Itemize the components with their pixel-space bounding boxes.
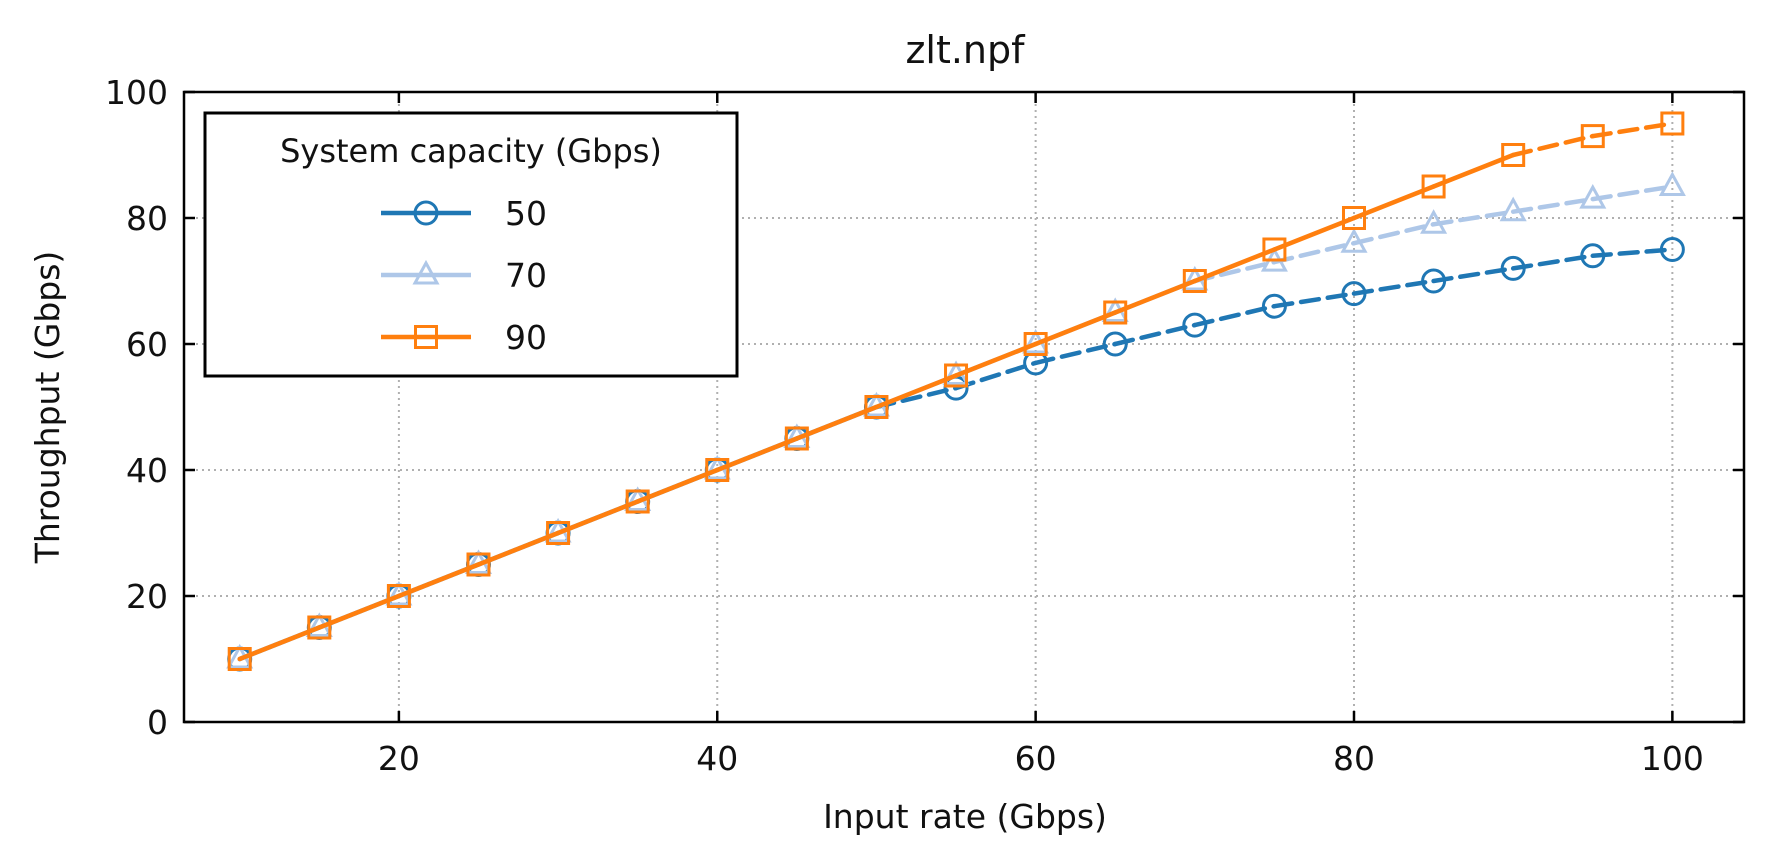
legend-items: 50 70 90 — [381, 194, 547, 357]
data-point — [412, 259, 440, 285]
data-point — [864, 395, 889, 419]
data-point — [1261, 293, 1287, 319]
y-axis-label: Throughput (Gbps) — [28, 251, 67, 565]
series-line-dashed — [1590, 247, 1675, 259]
series-line — [237, 625, 322, 662]
data-point — [705, 458, 730, 482]
series-90 — [227, 111, 1685, 671]
series-line — [1431, 152, 1516, 189]
x-tick-label: 80 — [1333, 739, 1375, 778]
x-tick-label: 40 — [696, 739, 738, 778]
data-point — [386, 584, 411, 608]
legend-item-70: 70 — [381, 256, 547, 295]
data-point — [1660, 111, 1685, 136]
series-line — [1033, 310, 1118, 347]
data-point — [1658, 171, 1686, 196]
data-point — [307, 615, 332, 640]
legend-label: 70 — [505, 256, 547, 295]
data-point — [1182, 269, 1207, 293]
y-tick-label: 60 — [126, 325, 168, 364]
series-layer — [226, 111, 1686, 672]
x-tick-label: 100 — [1641, 739, 1704, 778]
data-point — [1262, 237, 1287, 262]
series-line-dashed — [1431, 209, 1516, 227]
legend-title: System capacity (Gbps) — [280, 132, 662, 170]
data-point — [1500, 255, 1526, 281]
data-point — [1421, 268, 1447, 294]
series-line-dashed — [1351, 222, 1436, 246]
series-line — [874, 373, 959, 410]
data-point — [1420, 209, 1448, 234]
data-point — [414, 325, 438, 349]
data-point — [1501, 143, 1526, 167]
series-line-dashed — [1033, 341, 1118, 366]
series-line — [635, 467, 720, 504]
data-point — [1182, 312, 1208, 338]
series-line-dashed — [1510, 196, 1596, 214]
series-line — [317, 593, 402, 630]
data-point — [413, 200, 439, 226]
series-line — [715, 436, 800, 473]
legend-item-90: 90 — [381, 318, 547, 357]
plot-frame — [182, 90, 1746, 724]
series-line-dashed — [1192, 303, 1277, 328]
data-point — [1103, 300, 1128, 325]
legend-box — [203, 111, 739, 378]
data-point — [1102, 331, 1128, 357]
series-line — [794, 404, 879, 441]
data-point — [466, 552, 491, 577]
x-tick-label: 60 — [1015, 739, 1057, 778]
series-line-dashed — [1590, 121, 1675, 139]
y-tick-label: 100 — [105, 73, 168, 112]
series-line — [1272, 215, 1357, 252]
series-line — [555, 499, 640, 536]
y-tick-label: 40 — [126, 451, 168, 490]
series-line — [1351, 184, 1436, 221]
series-line-dashed — [1351, 278, 1436, 296]
series-line-dashed — [1112, 322, 1198, 347]
data-point — [944, 363, 969, 388]
series-line — [953, 341, 1038, 378]
data-point — [1580, 124, 1605, 149]
y-tick-label: 20 — [126, 577, 168, 616]
data-point — [625, 489, 650, 514]
ticks: 20 40 60 80 100 0 20 40 60 80 100 — [105, 73, 1744, 778]
series-line — [1112, 278, 1198, 315]
data-point — [1023, 332, 1048, 356]
legend-label: 90 — [505, 318, 547, 357]
data-point — [1341, 281, 1367, 307]
chart-title: zlt.npf — [905, 28, 1026, 72]
series-line-dashed — [1272, 291, 1357, 309]
x-tick-label: 20 — [378, 739, 420, 778]
legend-item-50: 50 — [381, 194, 547, 233]
data-point — [1340, 228, 1368, 253]
data-point — [546, 521, 571, 545]
series-line-dashed — [1590, 184, 1675, 202]
legend-label: 50 — [505, 194, 547, 233]
data-point — [1579, 183, 1607, 209]
series-line-dashed — [953, 360, 1038, 391]
data-point — [227, 647, 252, 671]
data-point — [1499, 196, 1527, 222]
series-line-dashed — [1431, 266, 1516, 284]
data-point — [1659, 237, 1685, 262]
data-point — [1580, 243, 1606, 269]
data-point — [1421, 174, 1446, 199]
x-axis-label: Input rate (Gbps) — [823, 797, 1107, 836]
data-point — [784, 426, 809, 451]
y-tick-label: 80 — [126, 199, 168, 238]
data-point — [1342, 206, 1366, 230]
series-line — [1192, 247, 1277, 284]
series-line-dashed — [1510, 133, 1596, 158]
y-tick-label: 0 — [147, 703, 168, 742]
series-line — [476, 530, 561, 567]
series-line-dashed — [1272, 240, 1357, 265]
series-line-dashed — [1510, 253, 1596, 271]
legend: System capacity (Gbps) 50 70 90 — [203, 111, 739, 378]
series-line — [396, 562, 481, 599]
